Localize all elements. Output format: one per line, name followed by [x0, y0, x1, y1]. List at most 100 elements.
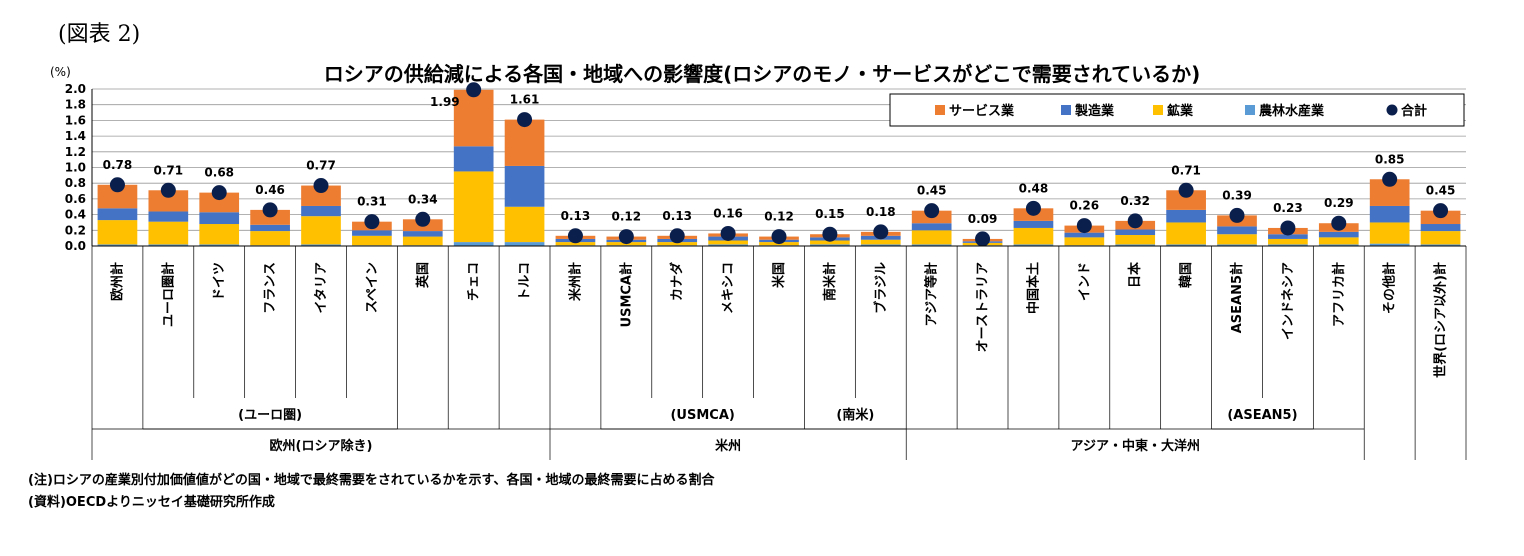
axes: 0.0 0.20.4 0.6 0.81.0 1.2 1.4 1.61.8 2.0: [65, 82, 1467, 460]
total-marker: [262, 202, 278, 218]
total-label: 0.85: [1375, 152, 1405, 166]
bar-agriculture: [199, 244, 240, 246]
bar-manufacturing: [402, 231, 443, 237]
bar-mining: [657, 242, 698, 246]
total-marker: [1331, 215, 1347, 231]
bar-manufacturing: [1369, 205, 1410, 223]
bar-services: [301, 185, 341, 206]
bar-manufacturing: [97, 208, 138, 221]
chart-title: ロシアの供給減による各国・地域への影響度(ロシアのモノ・サービスがどこで需要され…: [323, 62, 1201, 86]
category-label: アフリカ計: [1331, 262, 1347, 327]
total-marker: [975, 231, 991, 247]
legend-label: サービス業: [949, 103, 1015, 119]
note-text: (注)ロシアの産業別付加価値値がどの国・地域で最終需要をされているかを示す、各国…: [28, 473, 715, 488]
total-label: 0.26: [1070, 199, 1100, 213]
bar-mining: [1318, 237, 1359, 245]
bar-mining: [555, 242, 596, 246]
legend-swatch: [1061, 105, 1071, 115]
total-label: 0.16: [713, 206, 743, 220]
bar-agriculture: [1115, 244, 1156, 246]
bar-manufacturing: [1064, 232, 1105, 238]
bar-agriculture: [1318, 244, 1359, 246]
category-label: 英国: [415, 262, 431, 289]
category-label: イタリア: [314, 262, 329, 313]
total-marker: [211, 185, 227, 201]
y-tick-label: 1.0: [65, 161, 86, 175]
total-marker: [1433, 203, 1449, 219]
total-label: 0.71: [154, 163, 184, 177]
y-axis-label: (%): [50, 65, 71, 79]
total-label: 0.78: [103, 158, 133, 172]
bar-mining: [1064, 237, 1105, 246]
y-tick-label: 1.2: [65, 145, 86, 159]
total-label: 0.48: [1019, 181, 1049, 195]
total-label: 0.68: [204, 166, 234, 180]
total-label: 0.46: [255, 183, 285, 197]
category-label: カナダ: [669, 262, 685, 301]
total-marker: [1280, 220, 1296, 236]
category-label: フランス: [263, 262, 278, 314]
category-label: インドネシア: [1281, 262, 1296, 340]
bar-agriculture: [1217, 244, 1257, 246]
y-tick-label: 1.4: [65, 129, 86, 143]
category-label: オーストラリア: [976, 262, 991, 352]
total-label: 0.32: [1120, 194, 1150, 208]
group-label: 欧州(ロシア除き): [270, 438, 373, 454]
y-tick-label: 0.4: [65, 208, 86, 222]
total-marker: [1076, 218, 1092, 234]
total-label: 0.18: [866, 205, 896, 219]
total-label: 0.71: [1171, 163, 1201, 177]
bar-manufacturing: [352, 230, 392, 236]
total-marker: [109, 177, 125, 193]
source-text: (資料)OECDよりニッセイ基礎研究所作成: [28, 495, 275, 510]
y-tick-label: 1.6: [65, 113, 86, 127]
total-label: 0.13: [561, 209, 591, 223]
category-label: インド: [1077, 262, 1092, 301]
bar-manufacturing: [1166, 209, 1206, 223]
bar-agriculture: [810, 244, 850, 246]
bar-mining: [1166, 222, 1206, 245]
subgroup-label: (ASEAN5): [1227, 408, 1297, 423]
bar-manufacturing: [504, 165, 545, 207]
total-label: 1.61: [510, 93, 540, 107]
category-label: ドイツ: [212, 262, 227, 301]
bar-mining: [860, 239, 901, 245]
bar-services: [199, 192, 240, 213]
bar-agriculture: [708, 244, 748, 246]
category-label: 韓国: [1178, 262, 1194, 288]
category-label: 南米計: [822, 262, 838, 301]
bar-mining: [1217, 234, 1257, 245]
bar-agriculture: [1268, 244, 1308, 246]
category-label: 米州計: [567, 262, 583, 301]
category-label: 世界(ロシア以外)計: [1433, 262, 1449, 378]
bar-services: [504, 119, 545, 166]
bar-agriculture: [1166, 244, 1206, 246]
bar-manufacturing: [1217, 226, 1257, 235]
legend: サービス業 製造業 鉱業 農林水産業 合計: [889, 93, 1465, 127]
category-label: 米国: [771, 262, 787, 288]
bar-services: [1166, 190, 1206, 210]
legend-swatch: [1245, 105, 1255, 115]
bar-services: [148, 190, 189, 212]
category-label: ユーロ圏計: [160, 262, 176, 327]
bar-manufacturing: [1420, 224, 1461, 232]
bar-agriculture: [97, 244, 138, 246]
bar-agriculture: [1013, 244, 1054, 246]
bar-manufacturing: [148, 211, 189, 222]
total-label: 0.31: [357, 195, 387, 209]
y-tick-label: 2.0: [65, 82, 86, 96]
category-label: USMCA計: [618, 262, 634, 327]
figure-label: (図表 2): [58, 22, 141, 47]
legend-box: [889, 93, 1465, 127]
bar-mining: [810, 240, 850, 245]
y-tick-label: 0.0: [65, 239, 86, 253]
total-label: 0.77: [306, 159, 336, 173]
bar-manufacturing: [301, 205, 341, 217]
bar-mining: [250, 231, 290, 246]
total-marker: [313, 178, 329, 194]
bar-mining: [1369, 222, 1410, 244]
bar-agriculture: [1369, 243, 1410, 246]
bar-manufacturing: [1013, 220, 1054, 228]
bar-mining: [708, 240, 748, 245]
